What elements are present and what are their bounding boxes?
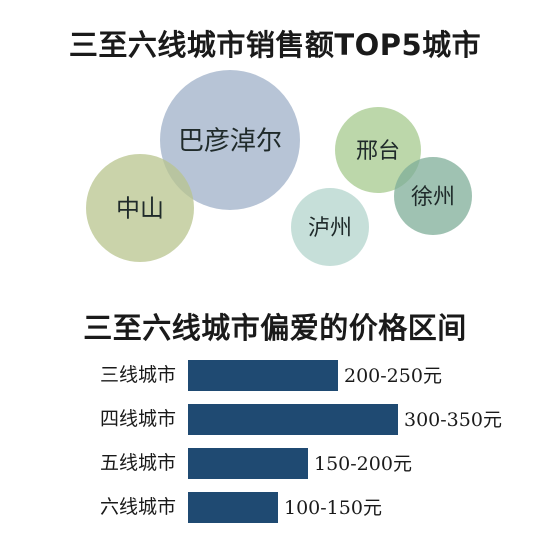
bubble-chart-title: 三至六线城市销售额TOP5城市 — [68, 28, 482, 62]
category-label-3: 六线城市 — [100, 496, 176, 518]
bubble-label-0: 巴彦淖尔 — [178, 126, 282, 156]
bubble-2 — [335, 107, 421, 193]
bar-3 — [188, 492, 278, 523]
category-label-1: 四线城市 — [100, 408, 176, 430]
bubble-4 — [291, 188, 369, 266]
value-label-0: 200-250元 — [344, 365, 442, 387]
value-label-1: 300-350元 — [404, 409, 502, 431]
bubble-label-4: 泸州 — [308, 216, 352, 241]
category-label-0: 三线城市 — [100, 364, 176, 386]
bubble-label-2: 邢台 — [356, 139, 400, 164]
bar-chart-title: 三至六线城市偏爱的价格区间 — [83, 311, 467, 345]
bar-0 — [188, 360, 338, 391]
bubble-3 — [394, 157, 472, 235]
bubble-0 — [160, 70, 300, 210]
bubble-1 — [86, 154, 194, 262]
bubble-label-3: 徐州 — [411, 185, 455, 210]
bar-2 — [188, 448, 308, 479]
value-label-3: 100-150元 — [284, 497, 382, 519]
bar-1 — [188, 404, 398, 435]
value-label-2: 150-200元 — [314, 453, 412, 475]
bubble-label-1: 中山 — [116, 195, 164, 223]
category-label-2: 五线城市 — [100, 452, 176, 474]
